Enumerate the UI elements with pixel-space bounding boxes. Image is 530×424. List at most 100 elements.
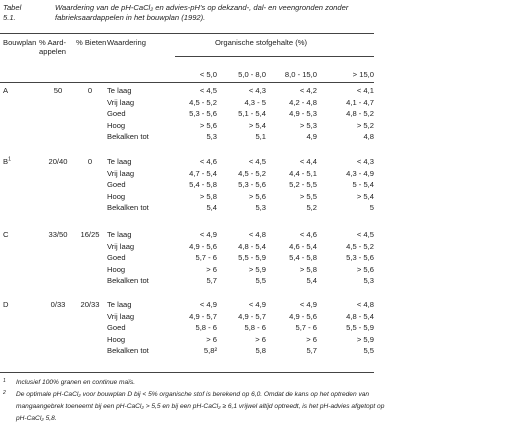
header-om-class-1: < 5,0 xyxy=(199,70,217,79)
ph-value-cell: > 5,6 xyxy=(199,120,217,130)
ph-value-cell: < 4,9 xyxy=(299,300,317,309)
ph-value-cell: 5,3 - 5,6 xyxy=(238,180,266,190)
ph-value-cell: 4,2 - 4,8 xyxy=(289,97,317,107)
ph-value-cell: < 4,6 xyxy=(199,157,217,166)
ph-value-cell: 5,8 - 6 xyxy=(244,323,266,333)
bouwplan-C: C xyxy=(3,230,9,239)
waardering-label: Hoog xyxy=(107,191,126,201)
ph-value-cell: > 5,6 xyxy=(356,264,374,274)
ph-value-cell: > 5,4 xyxy=(248,120,266,130)
ph-value-cell: < 4,9 xyxy=(199,300,217,309)
waardering-label: Hoog xyxy=(107,264,126,274)
table-bottom-rule xyxy=(0,372,374,373)
footnote-mark: 1 xyxy=(3,378,6,384)
ph-value-cell: 4,5 - 5,2 xyxy=(238,168,266,178)
ph-value-cell: 4,6 - 5,4 xyxy=(289,241,317,251)
ph-value-cell: < 4,1 xyxy=(356,86,374,95)
bouwplan-A: A xyxy=(3,86,9,95)
ph-value-cell: 5,5 - 5,9 xyxy=(238,253,266,263)
header-bieten: % Bieten xyxy=(76,38,107,47)
bieten-B: 0 xyxy=(87,157,93,166)
ph-value-cell: > 5,9 xyxy=(248,264,266,274)
ph-value-cell: < 4,5 xyxy=(248,157,266,166)
bouwplan-D: D xyxy=(3,300,9,309)
ph-value-cell: > 5,8 xyxy=(299,264,317,274)
ph-value-cell: 4,9 - 5,6 xyxy=(289,311,317,321)
ph-value-cell: < 4,2 xyxy=(299,86,317,95)
header-bottom-rule xyxy=(0,82,374,83)
ph-value-cell: 4,3 - 5 xyxy=(244,97,266,107)
ph-value-cell: > 5,8 xyxy=(199,191,217,201)
ph-value-cell: < 4,9 xyxy=(248,300,266,309)
ph-value-cell: > 5,5 xyxy=(299,191,317,201)
ph-value-cell: 5,8 xyxy=(255,346,266,356)
header-aardappelen: % Aard- xyxy=(39,38,67,47)
ph-value-cell: 5,3 xyxy=(363,276,374,286)
ph-value-cell: < 4,3 xyxy=(248,86,266,95)
ph-value-cell: 5,7 xyxy=(306,346,317,356)
waardering-label: Bekalken tot xyxy=(107,346,149,356)
ph-value-cell: 5,3 - 5,6 xyxy=(189,109,217,119)
header-bouwplan: Bouwplan xyxy=(3,38,37,47)
bouwplan-B: B1 xyxy=(3,156,12,166)
ph-value-cell: 4,9 - 5,7 xyxy=(238,311,266,321)
ph-value-cell: 5,1 - 5,4 xyxy=(238,109,266,119)
ph-value-cell: 5,7 - 6 xyxy=(295,323,317,333)
caption-text: Waardering van de pH-CaCl₂ en advies-pH'… xyxy=(55,3,349,22)
ph-value-cell: < 4,3 xyxy=(356,157,374,166)
ph-value-cell: 4,8 xyxy=(363,132,374,142)
caption-number: Tabel 5.1. xyxy=(3,3,22,22)
ph-value-cell: < 4,4 xyxy=(299,157,317,166)
ph-value-cell: 5,7 - 6 xyxy=(195,253,217,263)
ph-value-cell: > 6 xyxy=(206,334,217,344)
ph-value-cell: 5,3 - 5,6 xyxy=(346,253,374,263)
ph-value-cell: 4,1 - 4,7 xyxy=(346,97,374,107)
ph-value-cell: > 6 xyxy=(206,264,217,274)
ph-value-cell: 5,2 xyxy=(306,203,317,213)
waardering-label: Goed xyxy=(107,323,126,333)
ph-value-cell: < 4,8 xyxy=(356,300,374,309)
waardering-label: Goed xyxy=(107,180,126,190)
ph-value-cell: 5,2 - 5,5 xyxy=(289,180,317,190)
ph-value-cell: < 4,5 xyxy=(356,230,374,239)
aardappelen-C: 33/50 xyxy=(48,230,68,239)
ph-value-cell: 5 xyxy=(369,203,374,213)
ph-value-cell: 5,3 xyxy=(206,132,217,142)
ph-value-cell: > 5,3 xyxy=(299,120,317,130)
waardering-label: Vrij laag xyxy=(107,241,135,251)
bouwplan-footnote-mark: 1 xyxy=(8,156,12,163)
ph-value-cell: 5,5 xyxy=(363,346,374,356)
ph-value-cell: 5,3 xyxy=(255,203,266,213)
ph-value-cell: 5,4 - 5,8 xyxy=(189,180,217,190)
footnote-text: mangaangebrek toeneemt bij een pH-CaCl₂ … xyxy=(16,403,385,410)
ph-value-cell: > 6 xyxy=(255,334,266,344)
ph-value-cell: 5,4 xyxy=(206,203,217,213)
footnote-text: Inclusief 100% granen en continue maïs. xyxy=(16,379,136,386)
ph-value-cell: 4,3 - 4,9 xyxy=(346,168,374,178)
aardappelen-D: 0/33 xyxy=(50,300,66,309)
waardering-label: Bekalken tot xyxy=(107,203,149,213)
header-om-class-2: 5,0 - 8,0 xyxy=(238,70,266,79)
footnote-mark: 2 xyxy=(3,390,6,396)
ph-value-cell: > 6 xyxy=(306,334,317,344)
ph-value-cell: > 5,4 xyxy=(356,191,374,201)
ph-value-cell: 5,8 - 6 xyxy=(195,323,217,333)
ph-value-cell: < 4,6 xyxy=(299,230,317,239)
waardering-label: Te laag xyxy=(107,300,132,309)
footnote-text: De optimale pH-CaCl₂ voor bouwplan D bij… xyxy=(16,391,370,398)
ph-value-cell: 4,9 - 5,7 xyxy=(189,311,217,321)
ph-value-cell: 5,4 - 5,8 xyxy=(289,253,317,263)
header-group-rule xyxy=(175,56,374,57)
footnote-text: pH-CaCl₂ 5,8. xyxy=(16,415,57,422)
ph-value-cell: 4,8 - 5,2 xyxy=(346,109,374,119)
waardering-label: Bekalken tot xyxy=(107,276,149,286)
ph-value-cell: 4,8 - 5,4 xyxy=(346,311,374,321)
ph-value-cell: > 5,9 xyxy=(356,334,374,344)
ph-value-cell: 5,5 xyxy=(255,276,266,286)
ph-value-cell: 5,7 xyxy=(206,276,217,286)
ph-value-cell: 4,4 - 5,1 xyxy=(289,168,317,178)
waardering-label: Goed xyxy=(107,253,126,263)
ph-value-cell: 4,9 - 5,3 xyxy=(289,109,317,119)
bieten-D: 20/33 xyxy=(80,300,100,309)
ph-value-cell: > 5,6 xyxy=(248,191,266,201)
